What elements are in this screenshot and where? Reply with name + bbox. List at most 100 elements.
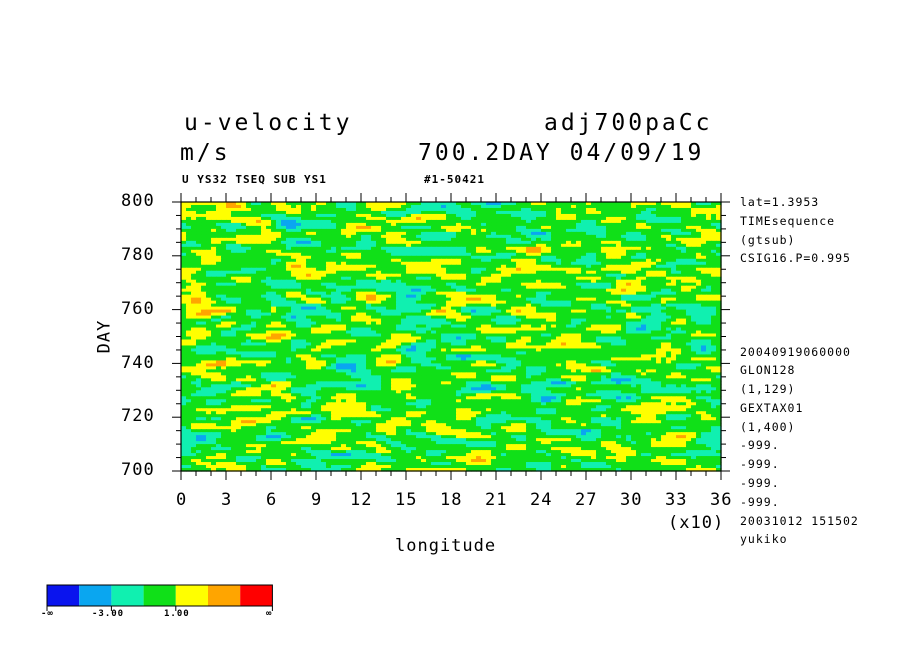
- heatmap-cell: [621, 210, 627, 215]
- heatmap-cell: [536, 255, 542, 260]
- heatmap-cell: [511, 255, 517, 260]
- heatmap-cell: [626, 249, 632, 254]
- heatmap-cell: [576, 300, 582, 305]
- heatmap-cell: [521, 270, 527, 275]
- heatmap-cell: [256, 312, 262, 317]
- heatmap-cell: [521, 318, 527, 323]
- heatmap-cell: [501, 303, 507, 308]
- heatmap-cell: [581, 297, 587, 302]
- heatmap-cell: [431, 264, 437, 269]
- heatmap-cell: [331, 243, 337, 248]
- heatmap-cell: [671, 249, 677, 254]
- heatmap-cell: [541, 207, 547, 212]
- heatmap-cell: [521, 279, 527, 284]
- heatmap-cell: [646, 261, 652, 266]
- heatmap-cell: [381, 285, 387, 290]
- heatmap-cell: [691, 261, 697, 266]
- heatmap-cell: [331, 225, 337, 230]
- heatmap-cell: [461, 321, 467, 326]
- heatmap-cell: [211, 267, 217, 272]
- heatmap-cell: [466, 288, 472, 293]
- heatmap-cell: [701, 231, 707, 236]
- heatmap-cell: [541, 303, 547, 308]
- heatmap-cell: [441, 267, 447, 272]
- heatmap-cell: [666, 222, 672, 227]
- heatmap-cell: [521, 291, 527, 296]
- heatmap-cell: [311, 225, 317, 230]
- heatmap-cell: [446, 216, 452, 221]
- heatmap-cell: [311, 312, 317, 317]
- heatmap-cell: [181, 210, 187, 215]
- heatmap-cell: [396, 225, 402, 230]
- heatmap-cell: [261, 330, 267, 335]
- heatmap-cell: [221, 258, 227, 263]
- heatmap-cell: [571, 258, 577, 263]
- heatmap-cell: [321, 246, 327, 251]
- heatmap-cell: [371, 243, 377, 248]
- heatmap-cell: [386, 252, 392, 257]
- heatmap-cell: [496, 291, 502, 296]
- heatmap-cell: [516, 252, 522, 257]
- heatmap-cell: [501, 291, 507, 296]
- heatmap-cell: [451, 261, 457, 266]
- heatmap-cell: [271, 237, 277, 242]
- heatmap-cell: [241, 249, 247, 254]
- heatmap-cell: [236, 312, 242, 317]
- heatmap-cell: [606, 222, 612, 227]
- heatmap-cell: [416, 243, 422, 248]
- heatmap-cell: [381, 207, 387, 212]
- heatmap-cell: [661, 261, 667, 266]
- heatmap-cell: [681, 252, 687, 257]
- heatmap-cell: [586, 225, 592, 230]
- heatmap-cell: [656, 291, 662, 296]
- heatmap-cell: [456, 202, 462, 206]
- heatmap-cell: [231, 231, 237, 236]
- heatmap-cell: [341, 204, 347, 209]
- heatmap-cell: [251, 225, 257, 230]
- heatmap-cell: [441, 291, 447, 296]
- heatmap-cell: [536, 222, 542, 227]
- heatmap-cell: [246, 294, 252, 299]
- heatmap-cell: [336, 333, 342, 338]
- heatmap-cell: [541, 213, 547, 218]
- heatmap-cell: [601, 228, 607, 233]
- heatmap-cell: [281, 222, 287, 227]
- heatmap-cell: [461, 315, 467, 320]
- heatmap-cell: [701, 321, 707, 326]
- heatmap-cell: [421, 231, 427, 236]
- heatmap-cell: [606, 297, 612, 302]
- heatmap-cell: [531, 303, 537, 308]
- heatmap-cell: [491, 267, 497, 272]
- heatmap-cell: [661, 285, 667, 290]
- heatmap-cell: [606, 264, 612, 269]
- heatmap-cell: [636, 330, 642, 335]
- heatmap-cell: [291, 321, 297, 326]
- heatmap-cell: [226, 234, 232, 239]
- heatmap-cell: [566, 222, 572, 227]
- heatmap-cell: [306, 321, 312, 326]
- heatmap-cell: [276, 216, 282, 221]
- heatmap-cell: [716, 219, 722, 224]
- heatmap-cell: [286, 297, 292, 302]
- heatmap-cell: [206, 312, 212, 317]
- heatmap-cell: [191, 204, 197, 209]
- heatmap-cell: [381, 333, 387, 338]
- heatmap-cell: [221, 306, 227, 311]
- heatmap-cell: [666, 210, 672, 215]
- heatmap-cell: [376, 294, 382, 299]
- heatmap-cell: [541, 309, 547, 314]
- heatmap-cell: [691, 243, 697, 248]
- heatmap-cell: [321, 252, 327, 257]
- heatmap-cell: [331, 202, 337, 206]
- heatmap-cell: [306, 225, 312, 230]
- heatmap-cell: [531, 282, 537, 287]
- heatmap-cell: [616, 216, 622, 221]
- heatmap-cell: [626, 225, 632, 230]
- heatmap-cell: [486, 327, 492, 332]
- heatmap-cell: [636, 306, 642, 311]
- heatmap-cell: [656, 279, 662, 284]
- heatmap-cell: [526, 213, 532, 218]
- heatmap-cell: [296, 207, 302, 212]
- heatmap-cell: [571, 321, 577, 326]
- heatmap-cell: [506, 258, 512, 263]
